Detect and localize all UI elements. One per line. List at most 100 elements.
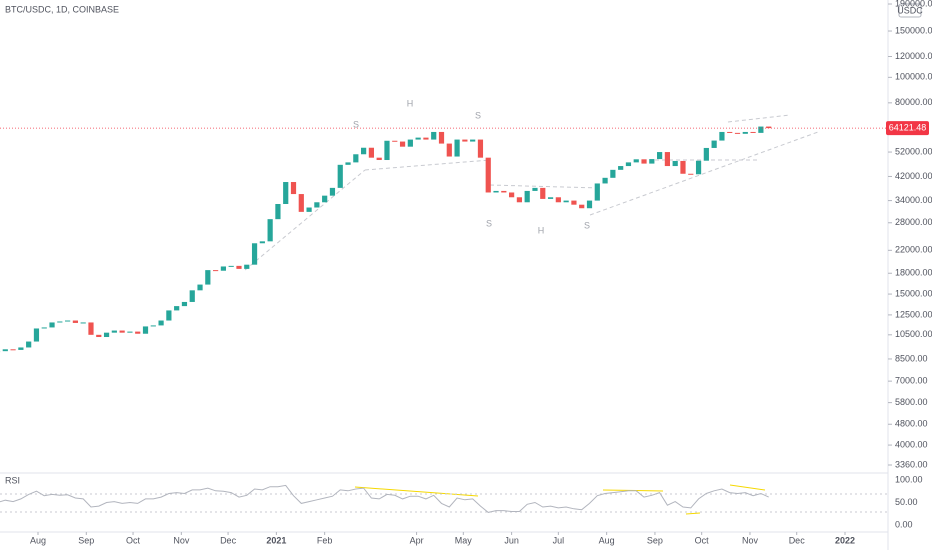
candle [259,241,265,244]
rsi-tick-label: 50.00 [895,497,918,507]
candle [540,187,546,199]
candle [734,132,741,134]
candle [353,154,359,163]
candle [244,264,250,269]
candle [446,143,452,157]
x-tick-label: Jun [504,535,519,545]
pattern-label: H [407,98,414,108]
candle [462,139,468,142]
candle [49,322,55,328]
x-tick-label: May [455,535,473,545]
candle [477,139,484,158]
candle [649,159,655,164]
candle [275,203,281,220]
x-tick-label: Aug [599,535,615,545]
rsi-bands [0,493,888,513]
candle [431,131,437,140]
candle [111,330,117,333]
candle [189,290,195,302]
candle [80,322,86,324]
candle [641,159,647,164]
candle [532,187,538,191]
candle [228,265,234,267]
candle [711,140,717,148]
candle [329,187,336,196]
candle [2,349,8,352]
y-tick-label: 18000.00 [895,268,932,278]
candle [166,310,172,321]
candle [547,197,554,199]
candle [742,131,748,134]
candles [0,126,772,353]
candle [174,306,180,311]
candle [181,301,188,307]
candle [283,182,289,204]
last-price-label: 64121.48 [889,122,927,132]
y-tick-label: 42000.00 [895,171,932,181]
chart-title: BTC/USDC, 1D, COINBASE [5,4,119,14]
x-tick-label: Nov [173,535,190,545]
candle [72,320,79,323]
candle [361,147,367,155]
candle [384,140,390,161]
candle [96,334,102,338]
x-tick-label: Oct [695,535,710,545]
candle [664,152,671,167]
candle [516,197,523,203]
currency-box [898,3,922,18]
y-tick-label: 7000.00 [895,376,928,386]
candle [306,207,312,212]
y-tick-label: 120000.00 [895,51,932,61]
candle [750,131,756,133]
candle [758,126,764,133]
candle [267,219,273,242]
candle [563,200,569,203]
candle [470,139,476,142]
y-tick-label: 100000.00 [895,72,932,82]
y-tick-label: 80000.00 [895,97,932,107]
candle [298,194,304,212]
candle [236,265,242,269]
y-tick-label: 5800.00 [895,397,928,407]
candle [407,139,413,147]
x-tick-label: Dec [789,535,806,545]
candle [493,190,499,193]
candle [555,197,561,203]
candle [18,347,24,350]
candle [57,321,63,323]
candle [501,190,507,193]
candle [251,243,258,265]
candle [579,204,585,209]
candle [392,140,398,142]
currency-label: USDC [897,5,923,15]
candle [314,202,320,208]
candle [103,332,110,338]
candle [158,320,164,326]
y-tick-label: 8500.00 [895,353,928,363]
candle [33,328,40,342]
pattern-label: S [475,110,481,120]
candle [672,160,678,167]
pattern-label: S [486,218,492,228]
candle [602,177,608,184]
y-tick-label: 150000.00 [895,25,932,35]
candle [594,183,600,201]
y-tick-label: 4800.00 [895,419,928,429]
x-tick-label: Dec [220,535,237,545]
candle [415,137,421,140]
x-tick-label: Jul [553,535,565,545]
candle [618,166,624,170]
candle [586,200,593,209]
candle [197,284,203,291]
candle [485,157,491,193]
candle [322,195,328,203]
candle [10,349,16,351]
y-tick-label: 12500.00 [895,309,932,319]
y-tick-label: 4000.00 [895,439,928,449]
candle [625,162,632,167]
candle [41,327,47,329]
rsi-tick-label: 0.00 [895,519,913,529]
pattern-label: S [353,119,359,129]
candle [680,160,686,174]
